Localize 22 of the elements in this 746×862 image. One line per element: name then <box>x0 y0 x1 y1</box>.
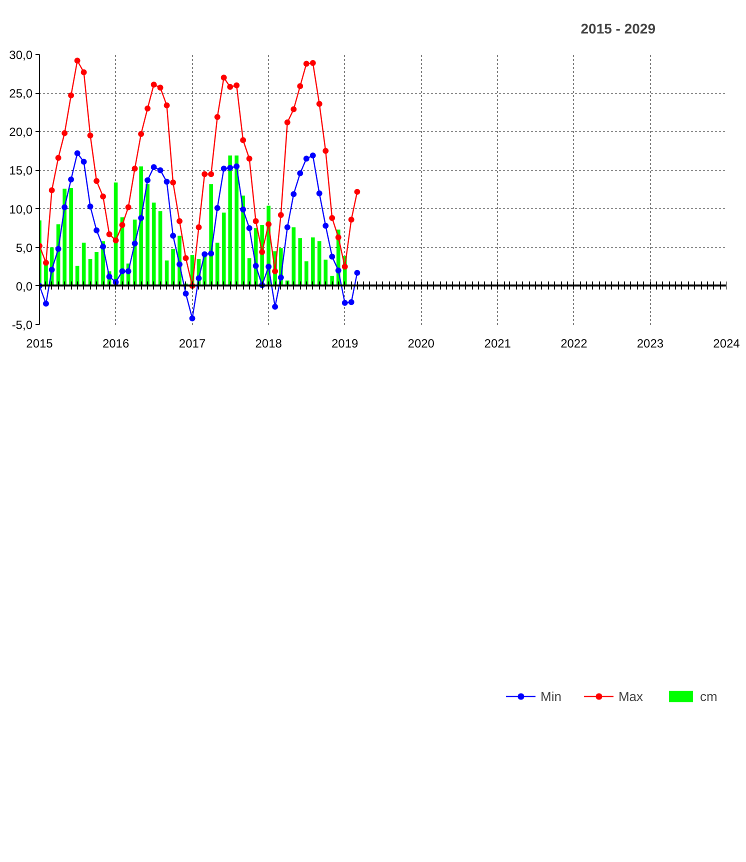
x-tick-label: 2015 <box>26 336 54 350</box>
legend-label: Max <box>618 688 643 704</box>
y-tick-label: 0,0 <box>16 279 33 294</box>
y-tick-label: 10,0 <box>9 202 33 216</box>
y-tick-label: 30,0 <box>9 48 33 62</box>
y-tick-label: 15,0 <box>9 164 33 178</box>
y-tick-label: -5,0 <box>12 318 33 332</box>
y-tick-label: 25,0 <box>9 86 33 101</box>
x-tick-label: 2023 <box>636 336 664 350</box>
x-tick-label: 2020 <box>408 336 435 350</box>
x-tick-label: 2016 <box>102 336 130 350</box>
x-tick-label: 2024 <box>713 336 740 350</box>
x-tick-label: 2019 <box>332 336 359 350</box>
chart-title: 2015 - 2029 <box>580 20 656 36</box>
x-tick-label: 2021 <box>484 336 512 350</box>
y-tick-label: 20,0 <box>9 125 33 140</box>
x-tick-label: 2017 <box>178 336 206 350</box>
y-tick-label: 5,0 <box>16 240 33 255</box>
legend-label: cm <box>700 688 718 704</box>
x-tick-label: 2022 <box>560 336 588 350</box>
legend-label: Min <box>540 688 562 704</box>
x-tick-label: 2018 <box>255 336 282 350</box>
